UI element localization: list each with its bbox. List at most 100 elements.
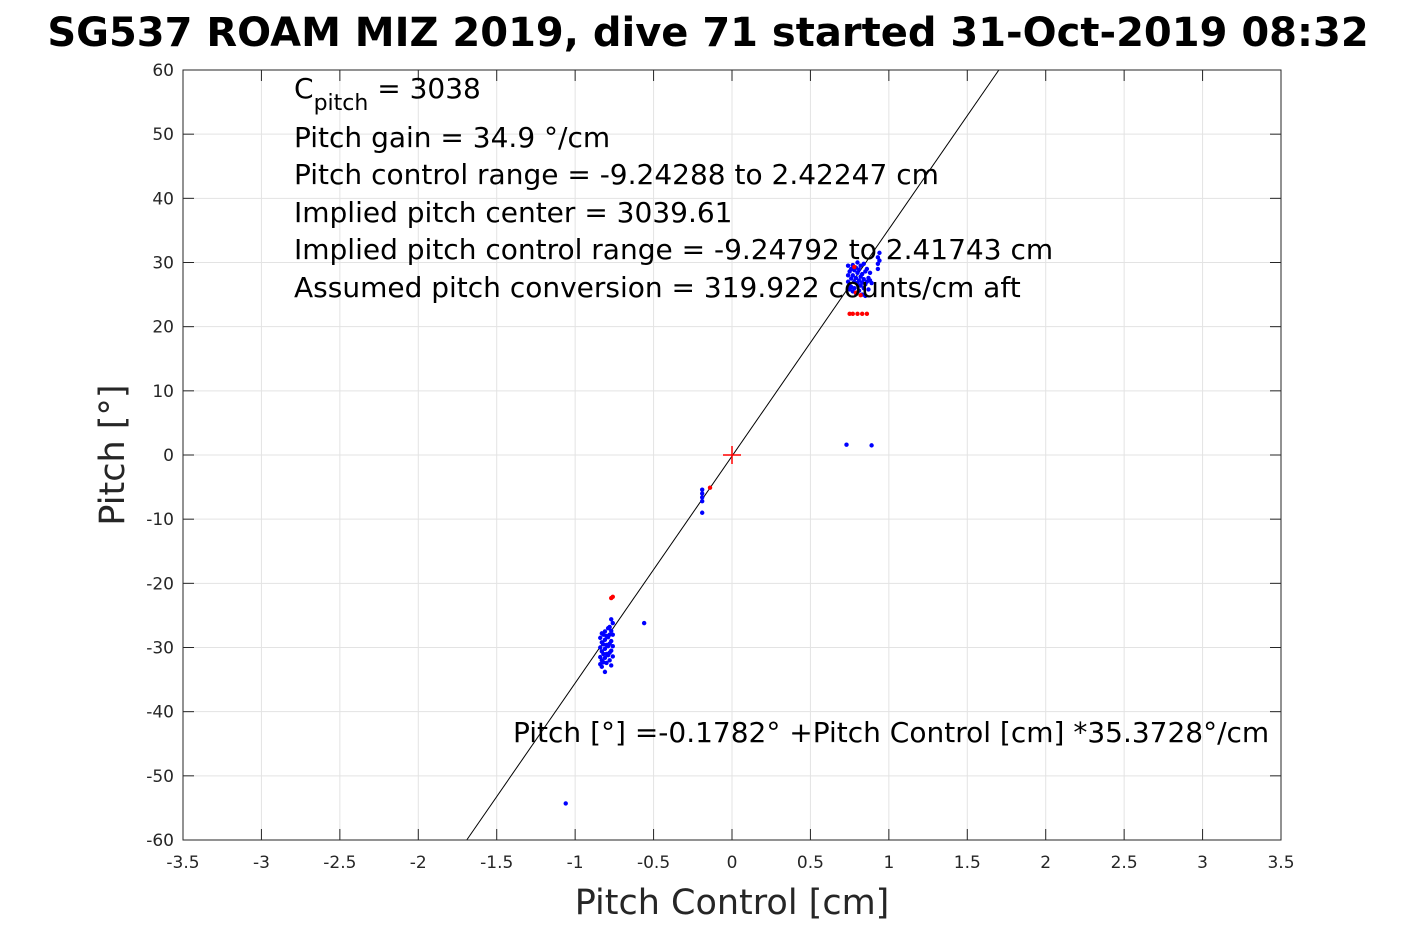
blue-data-point [861,261,866,266]
blue-data-point [877,258,882,263]
c-pitch-symbol: C [294,72,314,105]
blue-data-point [699,499,705,504]
blue-data-point [853,275,859,281]
blue-data-point [869,280,874,286]
y-axis-label: Pitch [°] [93,384,133,525]
red-data-point [850,311,855,317]
x-tick-label: -1 [567,853,584,873]
blue-data-point [699,487,705,492]
annotation-fit-equation: Pitch [°] =-0.1782° +Pitch Control [cm] … [513,716,1269,749]
x-tick-label: 3 [1197,853,1208,873]
x-tick-label: 0 [727,853,738,873]
red-data-point [707,485,713,490]
x-tick-label: -1.5 [480,853,513,873]
x-axis-ticks: -3.5 -3 -2.5 -2 -1.5 -1 -0.5 0 0.5 1 1.5 2 2.5 3 3.5 [166,70,1295,873]
blue-data-point [598,645,603,650]
blue-data-point [861,285,866,291]
blue-data-point [850,273,855,278]
blue-data-point [844,442,849,447]
blue-data-point [863,293,868,299]
y-tick-label: 40 [152,189,174,209]
blue-data-point [599,664,605,669]
x-tick-label: 1.5 [954,853,981,873]
x-tick-label: 2.5 [1111,853,1138,873]
red-data-point [852,264,857,270]
red-data-point [609,595,614,601]
y-tick-label: 0 [163,446,174,466]
blue-data-point [610,654,615,659]
red-data-point [859,311,865,317]
blue-data-point [610,620,615,626]
c-pitch-subscript: pitch [314,91,369,116]
x-axis-label: Pitch Control [cm] [575,883,890,923]
x-tick-label: 1 [883,853,894,873]
x-tick-label: 3.5 [1267,853,1294,873]
blue-data-point [869,443,874,448]
blue-data-point [856,267,862,272]
x-tick-label: -2 [410,853,427,873]
annotation-pitch-gain: Pitch gain = 34.9 °/cm [294,121,610,154]
x-tick-label: 2 [1040,853,1051,873]
y-axis-ticks: -60 -50 -40 -30 -20 -10 0 10 20 30 40 50 60 [146,61,1281,851]
blue-data-point [563,801,568,806]
blue-data-point [601,651,606,657]
blue-data-point [609,617,614,622]
y-tick-label: -30 [146,639,174,659]
blue-data-point [610,644,615,649]
c-pitch-value: = 3038 [368,72,481,105]
blue-data-point [699,491,705,496]
blue-data-point [602,655,608,660]
x-tick-label: -2.5 [323,853,356,873]
blue-data-point [598,635,603,641]
y-tick-label: -60 [146,831,174,851]
blue-data-point [877,250,882,256]
blue-data-point [609,663,614,668]
red-data-point [855,311,860,317]
annotation-assumed-pitch-conversion: Assumed pitch conversion = 319.922 count… [294,271,1021,304]
blue-data-point [852,285,857,291]
blue-data-point [609,628,614,634]
blue-data-point [867,270,873,275]
y-tick-label: 50 [152,125,174,145]
y-tick-label: 60 [152,61,174,81]
data-points [563,250,882,806]
blue-data-point [875,266,881,272]
blue-data-point [866,287,871,292]
blue-data-point [607,624,612,630]
blue-data-point [607,658,612,663]
red-data-point [853,290,859,295]
blue-data-point [602,629,608,634]
blue-data-point [602,669,608,675]
blue-data-point [604,660,609,666]
red-data-point [858,293,863,298]
blue-data-point [699,510,705,515]
x-tick-label: -3.5 [166,853,199,873]
annotation-implied-pitch-center: Implied pitch center = 3039.61 [294,196,732,229]
blue-data-point [845,273,851,278]
y-tick-label: -40 [146,703,174,723]
blue-data-point [861,276,866,282]
red-data-point [847,311,852,317]
blue-data-point [609,648,614,653]
blue-data-point [609,638,614,644]
red-data-point [864,311,870,317]
blue-data-point [607,632,612,637]
y-tick-label: 30 [152,254,174,274]
x-tick-label: -3 [253,853,270,873]
blue-data-point [641,620,647,626]
blue-data-point [855,260,860,265]
y-tick-label: -50 [146,767,174,787]
annotation-pitch-control-range: Pitch control range = -9.24288 to 2.4224… [294,158,939,191]
chart-title: SG537 ROAM MIZ 2019, dive 71 started 31-… [47,10,1368,56]
blue-data-point [845,263,851,268]
y-tick-label: -10 [146,510,174,530]
blue-data-point [699,495,705,500]
annotation-c-pitch: Cpitch = 3038 [294,72,481,116]
blue-data-point [602,637,608,642]
y-tick-label: -20 [146,574,174,594]
y-tick-label: 10 [152,382,174,402]
center-marker [723,446,741,464]
blue-data-point [610,632,615,637]
x-tick-label: 0.5 [797,853,824,873]
